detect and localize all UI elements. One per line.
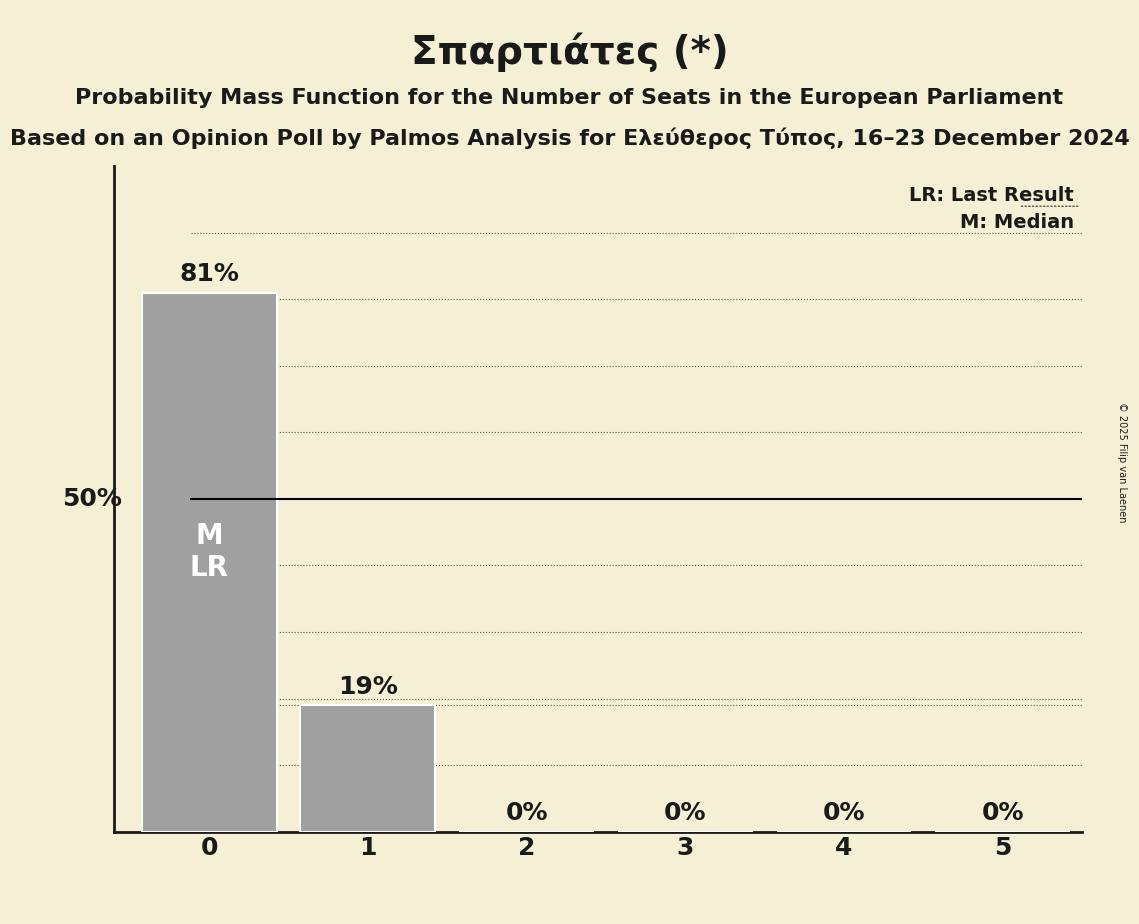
Bar	[141, 293, 277, 832]
Text: M: Median: M: Median	[960, 213, 1074, 232]
Text: 19%: 19%	[338, 675, 398, 699]
Text: 0%: 0%	[822, 801, 866, 825]
Text: © 2025 Filip van Laenen: © 2025 Filip van Laenen	[1117, 402, 1126, 522]
Bar	[301, 705, 435, 832]
Text: 0%: 0%	[982, 801, 1024, 825]
Text: 0%: 0%	[506, 801, 548, 825]
Text: Probability Mass Function for the Number of Seats in the European Parliament: Probability Mass Function for the Number…	[75, 88, 1064, 108]
Text: LR: Last Result: LR: Last Result	[909, 187, 1074, 205]
Text: 81%: 81%	[179, 262, 239, 286]
Text: 50%: 50%	[62, 487, 122, 511]
Text: M
LR: M LR	[189, 522, 229, 582]
Text: Based on an Opinion Poll by Palmos Analysis for Ελεύθερος Τύπος, 16–23 December : Based on an Opinion Poll by Palmos Analy…	[9, 128, 1130, 149]
Text: 0%: 0%	[664, 801, 706, 825]
Text: Σπαρτιάτες (*): Σπαρτιάτες (*)	[411, 32, 728, 72]
